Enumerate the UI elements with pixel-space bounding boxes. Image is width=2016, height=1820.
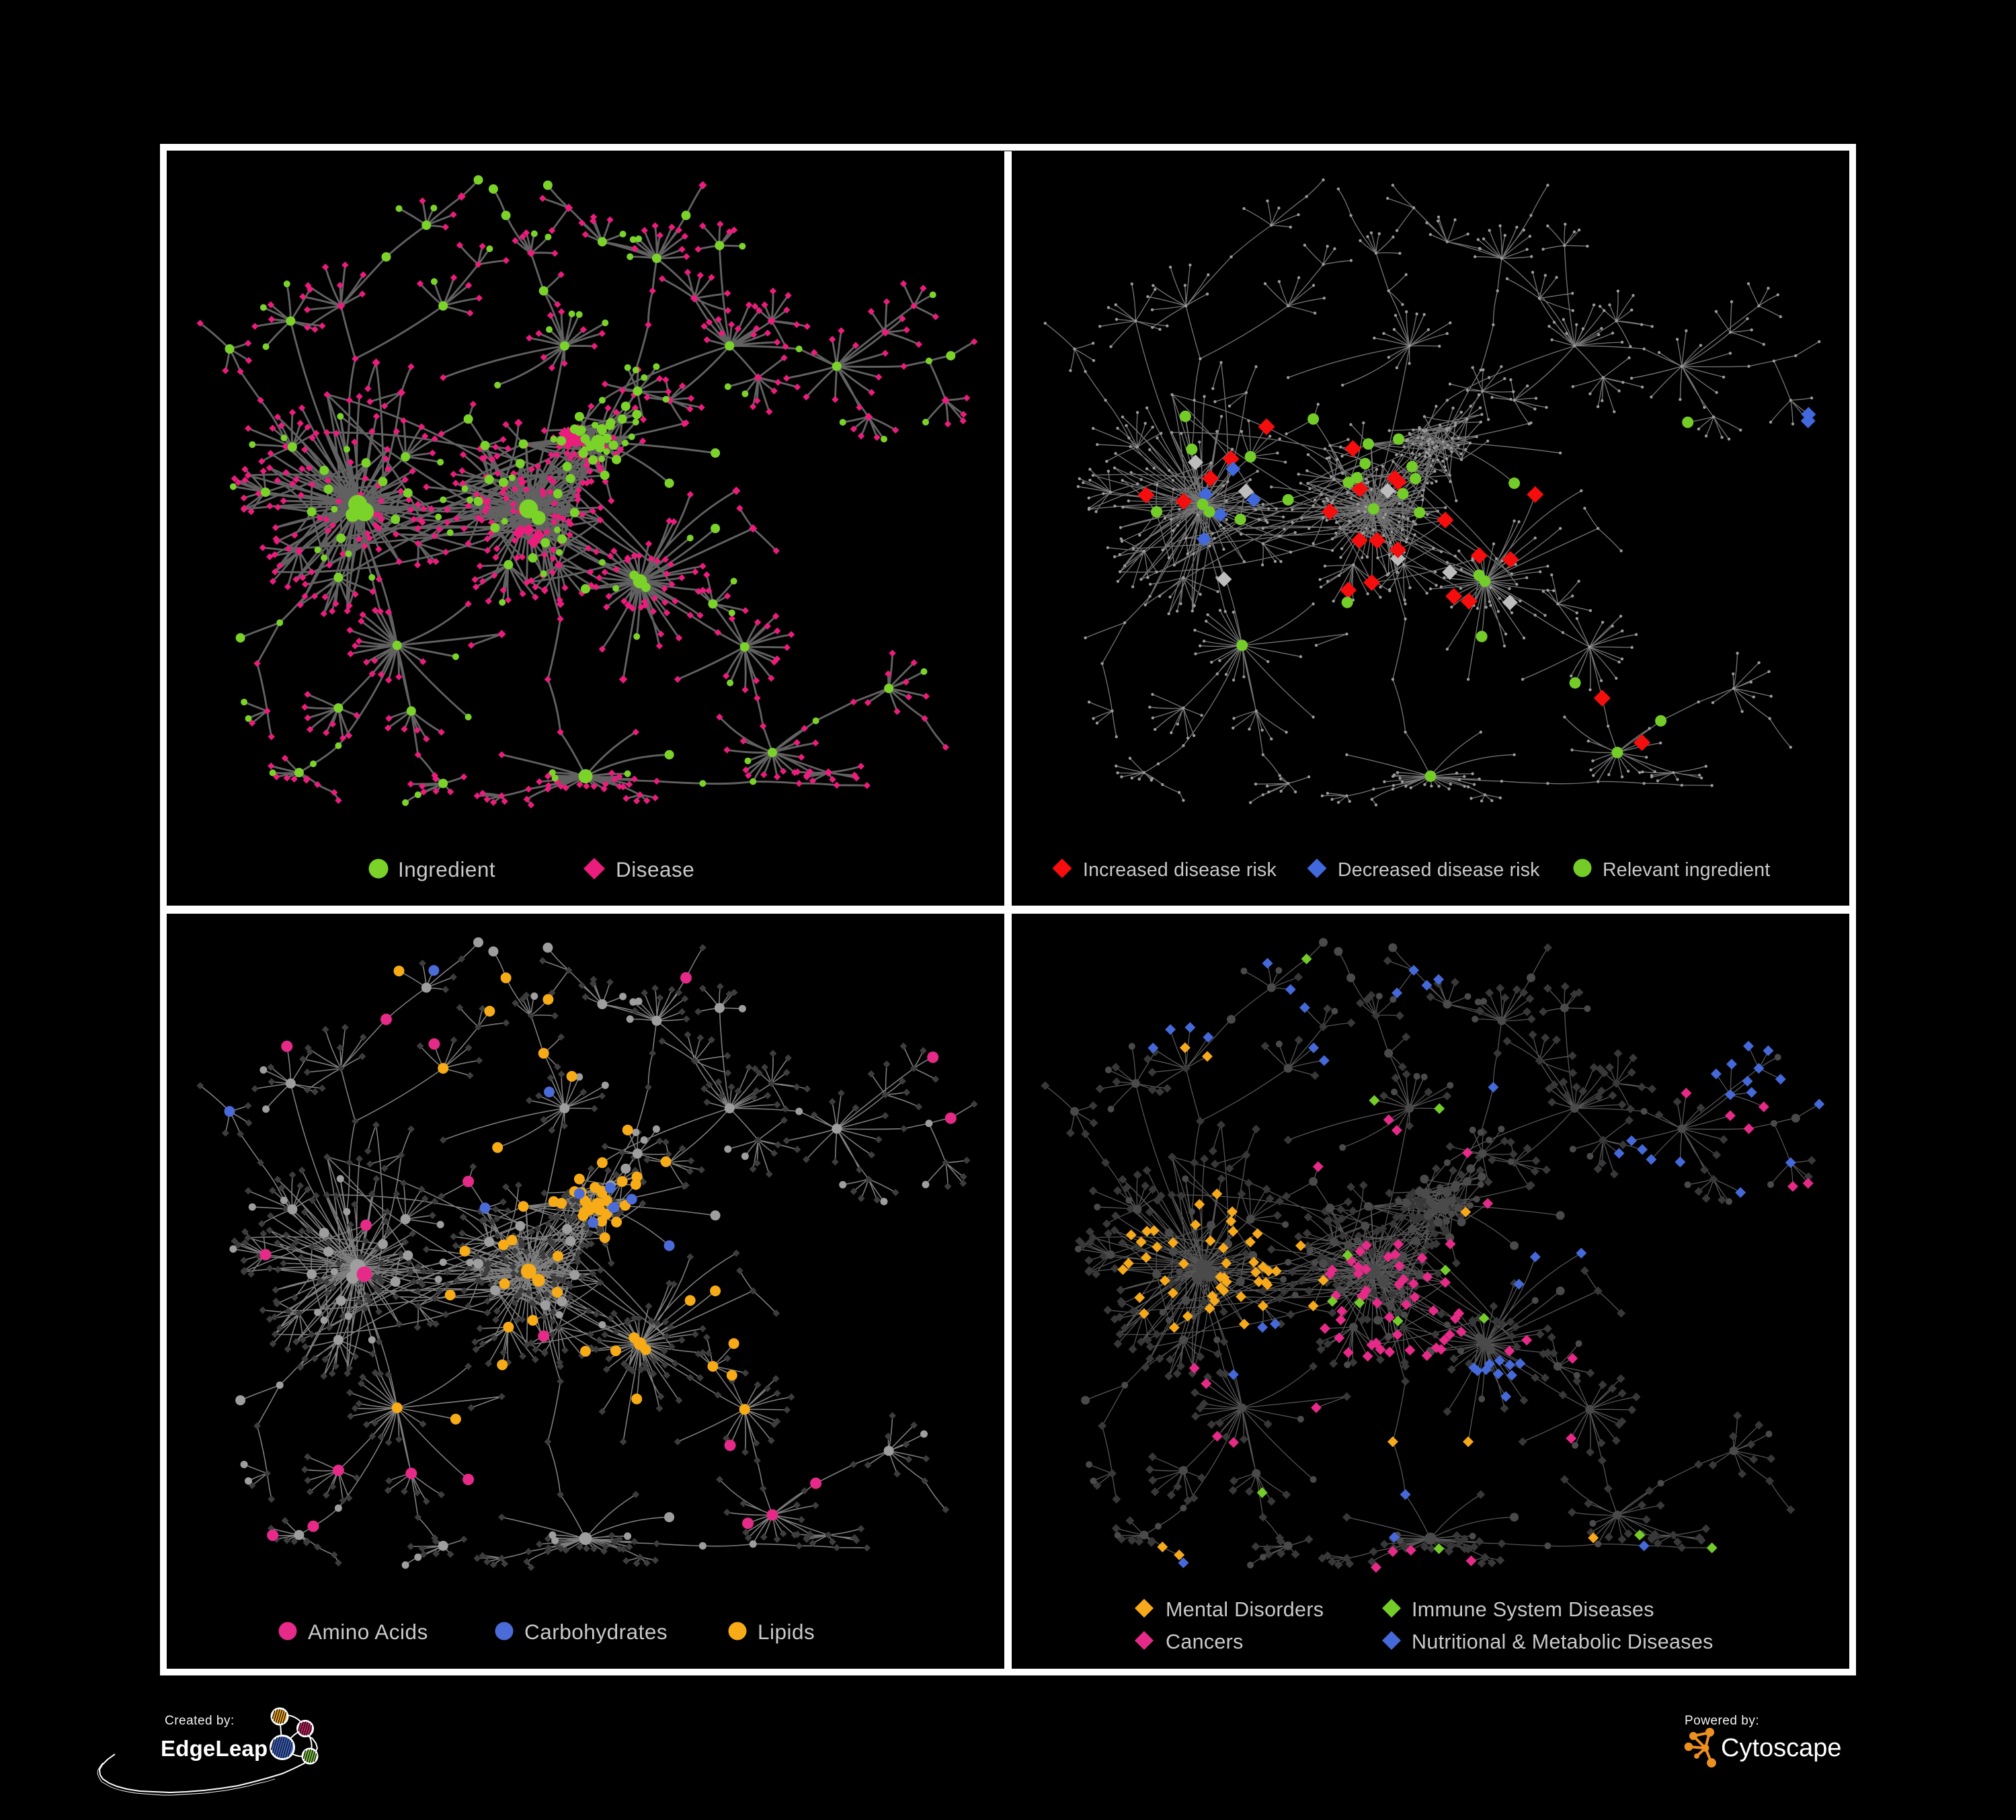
svg-text:Cancers: Cancers bbox=[1166, 1630, 1244, 1653]
svg-text:Powered by:: Powered by: bbox=[1685, 1714, 1759, 1728]
svg-text:Mental Disorders: Mental Disorders bbox=[1166, 1598, 1324, 1621]
svg-text:Created by:: Created by: bbox=[165, 1714, 235, 1728]
svg-text:Lipids: Lipids bbox=[758, 1620, 815, 1644]
svg-text:Relevant ingredient: Relevant ingredient bbox=[1603, 859, 1770, 881]
svg-text:Cytoscape: Cytoscape bbox=[1721, 1734, 1842, 1762]
svg-text:Decreased disease risk: Decreased disease risk bbox=[1338, 859, 1540, 881]
svg-text:Disease: Disease bbox=[616, 857, 694, 881]
svg-text:Ingredient: Ingredient bbox=[398, 857, 495, 881]
svg-text:EdgeLeap: EdgeLeap bbox=[161, 1736, 268, 1761]
svg-text:Carbohydrates: Carbohydrates bbox=[524, 1620, 668, 1644]
svg-text:Nutritional & Metabolic Diseas: Nutritional & Metabolic Diseases bbox=[1412, 1630, 1713, 1653]
svg-text:Immune System Diseases: Immune System Diseases bbox=[1412, 1598, 1654, 1621]
svg-text:Amino Acids: Amino Acids bbox=[308, 1620, 428, 1644]
svg-text:Increased disease risk: Increased disease risk bbox=[1083, 859, 1277, 881]
